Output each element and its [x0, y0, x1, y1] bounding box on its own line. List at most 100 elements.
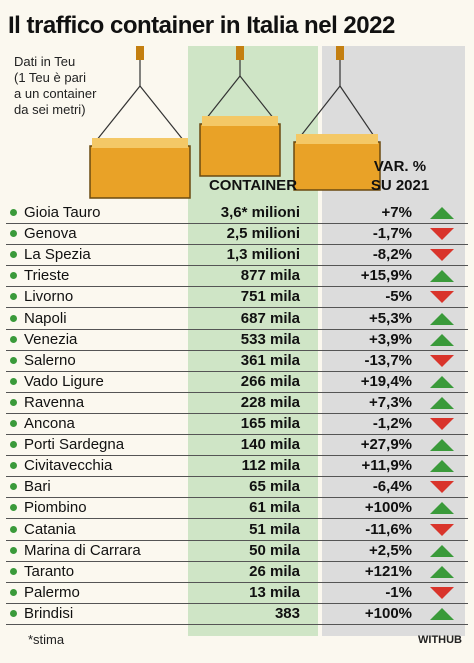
- arrow-up: [430, 375, 454, 388]
- port-name: Porti Sardegna: [24, 436, 125, 454]
- column-header: VAR. %: [373, 158, 427, 175]
- container-value: 877 mila: [240, 267, 300, 285]
- variation: +7%: [381, 204, 412, 221]
- containers-illustration: [89, 46, 381, 199]
- arrow-down: [430, 523, 454, 536]
- container-value: 533 mila: [240, 330, 300, 348]
- arrow-up: [430, 460, 454, 473]
- port-name: Gioia Tauro: [24, 204, 101, 221]
- bullet: [10, 377, 17, 385]
- container-value: 687 mila: [240, 309, 300, 327]
- port-name: Trieste: [24, 267, 70, 285]
- variation: -1,7%: [372, 225, 412, 243]
- table-row: Gioia Tauro 3,6* milioni +7%: [6, 202, 468, 224]
- bullet: [10, 525, 17, 533]
- port-name: Palermo: [24, 583, 80, 601]
- bullet: [10, 441, 17, 449]
- container-value: 383: [274, 604, 300, 622]
- bullet: [10, 483, 17, 491]
- table-row: Porti Sardegna 140 mila +27,9%: [6, 434, 468, 457]
- bullet: [10, 272, 17, 280]
- arrow-up: [430, 544, 454, 557]
- arrow-up: [430, 333, 454, 346]
- container-value: 2,5 milioni: [226, 225, 300, 243]
- variation: -13,7%: [364, 351, 412, 369]
- arrow-down: [430, 418, 454, 430]
- container-value: 228 mila: [240, 393, 300, 411]
- bullet: [10, 398, 17, 406]
- container-value: 13 mila: [249, 583, 300, 601]
- table-row: Bari 65 mila -6,4%: [6, 476, 468, 499]
- port-name: La Spezia: [24, 246, 91, 264]
- port-name: Marina di Carrara: [24, 541, 141, 559]
- arrow-up: [430, 207, 454, 219]
- note-line: a un container: [14, 86, 97, 101]
- bullet: [10, 356, 17, 364]
- note-line: da sei metri): [14, 102, 86, 117]
- variation: +3,9%: [369, 330, 412, 348]
- table-row: Marina di Carrara 50 mila +2,5%: [6, 540, 468, 562]
- table-row: Napoli 687 mila +5,3%: [6, 308, 468, 330]
- port-name: Piombino: [24, 499, 87, 517]
- bullet: [10, 546, 17, 554]
- container-value: 50 mila: [249, 541, 300, 559]
- variation: +100%: [364, 499, 412, 517]
- port-name: Genova: [24, 225, 77, 243]
- arrow-down: [430, 228, 454, 241]
- arrow-up: [430, 607, 454, 620]
- variation: +27,9%: [360, 436, 412, 454]
- bullet: [10, 609, 17, 617]
- port-name: Livorno: [24, 288, 74, 306]
- port-name: Ancona: [24, 415, 75, 432]
- bullet: [10, 462, 17, 470]
- table-row: Vado Ligure 266 mila +19,4%: [6, 371, 468, 393]
- table-row: Brindisi 383 +100%: [6, 603, 468, 625]
- bullet: [10, 209, 17, 216]
- table-row: Salerno 361 mila -13,7%: [6, 350, 468, 372]
- table-row: Palermo 13 mila -1%: [6, 582, 468, 604]
- source: WITHUB: [418, 634, 462, 646]
- arrow-down: [430, 249, 454, 262]
- table-row: Taranto 26 mila +121%: [6, 561, 468, 583]
- table-row: Venezia 533 mila +3,9%: [6, 329, 468, 351]
- container-value: 61 mila: [249, 499, 300, 517]
- container-value: 165 mila: [240, 415, 300, 432]
- arrow-down: [430, 354, 454, 367]
- arrow-up: [430, 565, 454, 578]
- table-row: Catania 51 mila -11,6%: [6, 519, 468, 541]
- note-line: (1 Teu è pari: [14, 70, 87, 85]
- variation: -5%: [385, 288, 412, 306]
- container-value: 112 mila: [241, 457, 300, 475]
- table-row: Livorno 751 mila -5%: [6, 286, 468, 309]
- container-value: 266 mila: [240, 372, 300, 390]
- port-name: Bari: [24, 478, 51, 496]
- port-name: Civitavecchia: [24, 457, 113, 475]
- variation: -1,2%: [372, 415, 412, 432]
- arrow-up: [430, 270, 454, 283]
- bullet: [10, 251, 17, 259]
- container-value: 51 mila: [249, 520, 300, 538]
- variation: +7,3%: [369, 393, 412, 411]
- variation: +15,9%: [360, 267, 412, 285]
- arrow-up: [430, 312, 454, 325]
- arrow-up: [430, 439, 454, 452]
- arrow-down: [430, 586, 454, 599]
- table-row: Genova 2,5 milioni -1,7%: [6, 223, 468, 246]
- port-name: Taranto: [24, 562, 75, 580]
- variation: +11,9%: [361, 457, 412, 475]
- port-name: Napoli: [24, 309, 67, 327]
- port-name: Brindisi: [24, 604, 74, 622]
- bullet: [10, 420, 17, 427]
- variation: -6,4%: [372, 478, 412, 496]
- title: Il traffico container in Italia nel 2022: [8, 12, 395, 39]
- port-name: Venezia: [24, 330, 78, 348]
- arrow-down: [430, 481, 454, 494]
- note-line: Dati in Teu: [14, 54, 76, 69]
- table-row: Ravenna 228 mila +7,3%: [6, 392, 468, 414]
- container-value: 751 mila: [240, 288, 300, 306]
- bullet: [10, 588, 17, 596]
- container-value: 65 mila: [249, 478, 300, 496]
- variation: -1%: [385, 583, 412, 601]
- table-row: Civitavecchia 112 mila +11,9%: [6, 455, 468, 478]
